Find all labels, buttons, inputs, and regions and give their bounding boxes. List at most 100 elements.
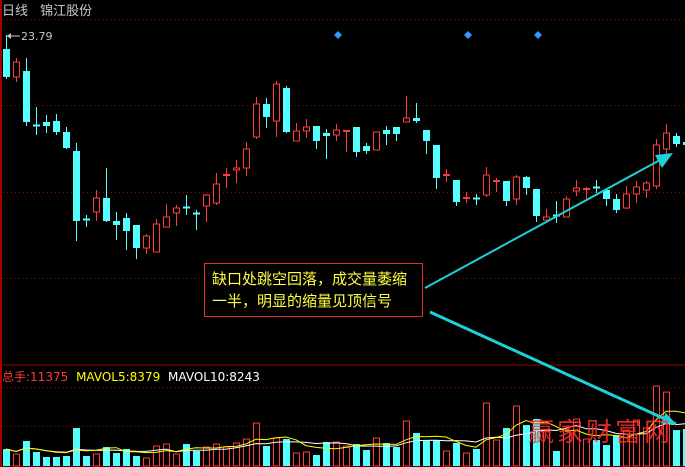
volume-bar — [673, 430, 680, 466]
volume-bar — [133, 456, 140, 466]
volume-bar — [233, 442, 240, 467]
candle-body — [513, 176, 520, 200]
candle-body — [233, 167, 240, 171]
candle-body — [563, 198, 570, 218]
volume-bar — [473, 449, 480, 466]
volume-bar — [553, 451, 560, 466]
volume-bar — [83, 456, 90, 466]
candle-body — [253, 103, 260, 138]
candle-body — [213, 183, 220, 204]
candle-body — [393, 127, 400, 134]
stock-name: 锦江股份 — [40, 4, 93, 19]
candle-body — [673, 136, 680, 144]
candle-body — [533, 189, 540, 216]
candle-body — [383, 130, 390, 134]
volume-bar — [573, 418, 580, 467]
volume-bar — [603, 445, 610, 466]
arrow-to-price-head-icon — [655, 153, 673, 168]
candle-body — [163, 216, 170, 228]
mavol10-label: MAVOL10: — [168, 370, 230, 384]
volume-bar — [103, 447, 110, 466]
candle-body — [613, 199, 620, 210]
volume-bar — [483, 402, 490, 467]
candle-body — [523, 177, 530, 188]
volume-bar — [413, 433, 420, 466]
volume-bar — [113, 453, 120, 466]
period-label[interactable]: 日线 — [2, 4, 29, 19]
candle-body — [603, 190, 610, 199]
candle-body — [263, 104, 270, 117]
candle-body — [353, 127, 360, 152]
volume-bar — [393, 447, 400, 466]
volume-bar — [443, 450, 450, 467]
volume-bar — [253, 422, 260, 467]
arrow-to-price — [424, 159, 661, 289]
candle-body — [133, 225, 140, 248]
volume-bar — [353, 444, 360, 466]
volume-bar — [643, 427, 650, 467]
volume-bar — [63, 456, 70, 466]
candle-body — [453, 180, 460, 202]
volume-bar — [283, 439, 290, 466]
volume-bar — [73, 428, 80, 466]
mavol5-line — [5, 410, 685, 454]
volume-bar — [313, 455, 320, 466]
volume-bar — [593, 440, 600, 466]
volume-bar — [373, 437, 380, 467]
volume-bar — [563, 429, 570, 467]
volume-bar — [23, 441, 30, 466]
volume-bar — [453, 443, 460, 466]
signal-markers — [334, 31, 542, 39]
candle-body — [53, 121, 60, 132]
volume-bar — [493, 439, 500, 467]
volume-bar — [323, 442, 330, 466]
volume-bar — [543, 430, 550, 467]
candle-body — [543, 216, 550, 221]
candle-body — [433, 145, 440, 178]
volume-bar — [523, 425, 530, 466]
candle-body — [573, 187, 580, 192]
candles — [3, 35, 685, 259]
mavol5-value: 8379 — [129, 370, 161, 384]
mavol10-line — [5, 422, 685, 453]
candle-body — [283, 88, 290, 132]
mavol-lines — [5, 410, 685, 454]
candle-body — [483, 174, 490, 196]
volume-bar — [683, 429, 685, 466]
total-volume-label: 总手: — [2, 370, 31, 384]
annotation-box: 缺口处跳空回落，成交量萎缩 一半，明显的缩量见顶信号 — [204, 263, 423, 317]
candle-body — [413, 118, 420, 121]
candle-body — [273, 83, 280, 122]
candle-body — [93, 197, 100, 213]
candle-body — [63, 132, 70, 148]
chart-title: 日线 锦江股份 — [2, 0, 100, 19]
candle-body — [683, 142, 685, 145]
candle-body — [403, 117, 410, 123]
candle-body — [243, 148, 250, 169]
volume-bar — [143, 457, 150, 467]
volume-bar — [293, 452, 300, 467]
annotation-arrows — [424, 153, 677, 426]
candle-body — [653, 144, 660, 187]
candle-body — [363, 146, 370, 151]
candle-body — [3, 49, 10, 77]
volume-legend: 总手:11375 MAVOL5:8379 MAVOL10:8243 — [2, 368, 264, 385]
high-price-marker: 23.79 — [7, 30, 53, 43]
candle-body — [423, 130, 430, 141]
candle-body — [643, 182, 650, 191]
annotation-line-1: 缺口处跳空回落，成交量萎缩 — [212, 270, 408, 288]
volume-bar — [203, 446, 210, 467]
volume-bar — [13, 453, 20, 467]
volume-bar — [183, 444, 190, 466]
volume-bar — [163, 443, 170, 467]
volume-bar — [383, 443, 390, 466]
candle-body — [203, 194, 210, 207]
arrow-to-volume-head-icon — [660, 412, 676, 424]
volume-bar — [423, 440, 430, 466]
volume-bar — [533, 419, 540, 466]
mavol10-value: 8243 — [229, 370, 260, 384]
volume-bar — [333, 441, 340, 467]
candle-body — [323, 133, 330, 136]
